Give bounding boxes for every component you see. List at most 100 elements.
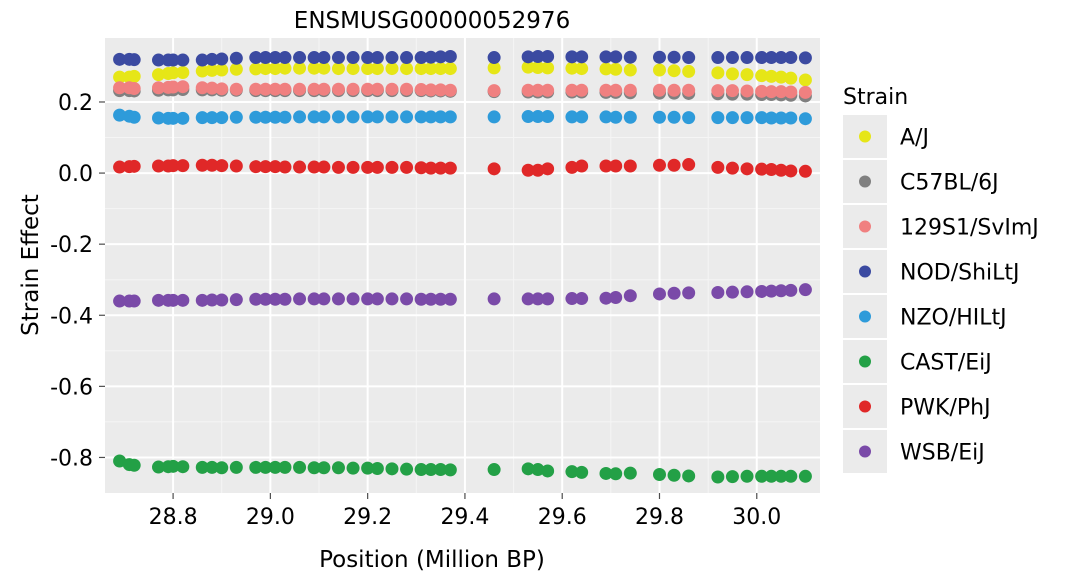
- point-wsb-eij: [725, 285, 739, 299]
- point-nod-shiltj: [229, 51, 243, 65]
- point-a-j: [575, 62, 589, 76]
- point-cast-eij: [317, 461, 331, 475]
- point-pwk-phj: [740, 162, 754, 176]
- point-a-j: [531, 61, 545, 75]
- point-nod-shiltj: [268, 51, 282, 65]
- point-cast-eij: [278, 460, 292, 474]
- point-a-j: [609, 62, 623, 76]
- point-nzo-hiltj: [346, 110, 360, 124]
- point-129s1-svimj: [798, 85, 812, 99]
- point-a-j: [443, 62, 457, 76]
- point-pwk-phj: [487, 162, 501, 176]
- point-wsb-eij: [575, 292, 589, 306]
- point-nod-shiltj: [361, 51, 375, 65]
- point-nzo-hiltj: [166, 111, 180, 125]
- point-129s1-svimj: [414, 83, 428, 97]
- point-wsb-eij: [667, 286, 681, 300]
- point-pwk-phj: [268, 160, 282, 174]
- y-tick-label: -0.6: [50, 375, 93, 400]
- point-nzo-hiltj: [764, 111, 778, 125]
- point-nod-shiltj: [798, 51, 812, 65]
- point-wsb-eij: [443, 292, 457, 306]
- point-wsb-eij: [541, 292, 555, 306]
- point-wsb-eij: [268, 292, 282, 306]
- point-a-j: [424, 62, 438, 76]
- legend-swatch-nzo-hiltj: [859, 310, 871, 323]
- point-cast-eij: [667, 468, 681, 482]
- point-nzo-hiltj: [774, 111, 788, 125]
- point-nzo-hiltj: [531, 110, 545, 124]
- point-129s1-svimj: [166, 80, 180, 94]
- plot-panel: [105, 38, 820, 493]
- point-wsb-eij: [711, 286, 725, 300]
- point-wsb-eij: [609, 290, 623, 304]
- point-cast-eij: [370, 461, 384, 475]
- point-a-j: [152, 68, 166, 82]
- point-cast-eij: [443, 463, 457, 477]
- point-nod-shiltj: [331, 51, 345, 65]
- legend-swatch-a-j: [859, 130, 871, 143]
- point-cast-eij: [205, 460, 219, 474]
- point-129s1-svimj: [331, 82, 345, 96]
- point-nzo-hiltj: [195, 111, 209, 125]
- point-a-j: [195, 64, 209, 78]
- point-wsb-eij: [487, 292, 501, 306]
- point-nzo-hiltj: [278, 110, 292, 124]
- point-wsb-eij: [215, 293, 229, 307]
- point-pwk-phj: [166, 159, 180, 173]
- point-129s1-svimj: [307, 82, 321, 96]
- point-129s1-svimj: [195, 81, 209, 95]
- point-nzo-hiltj: [725, 111, 739, 125]
- point-a-j: [113, 70, 127, 84]
- point-wsb-eij: [740, 285, 754, 299]
- point-wsb-eij: [317, 292, 331, 306]
- point-129s1-svimj: [575, 83, 589, 97]
- point-nzo-hiltj: [443, 110, 457, 124]
- point-pwk-phj: [385, 160, 399, 174]
- point-129s1-svimj: [609, 83, 623, 97]
- point-a-j: [249, 62, 263, 76]
- x-tick-label: 29.4: [440, 505, 489, 530]
- point-cast-eij: [623, 466, 637, 480]
- point-129s1-svimj: [259, 82, 273, 96]
- point-cast-eij: [541, 464, 555, 478]
- point-pwk-phj: [370, 160, 384, 174]
- point-pwk-phj: [725, 161, 739, 175]
- point-129s1-svimj: [113, 81, 127, 95]
- point-pwk-phj: [541, 162, 555, 176]
- point-a-j: [229, 62, 243, 76]
- point-nzo-hiltj: [541, 110, 555, 124]
- point-a-j: [414, 62, 428, 76]
- point-cast-eij: [229, 460, 243, 474]
- legend-swatch-pwk-phj: [859, 400, 871, 413]
- point-nod-shiltj: [487, 51, 501, 65]
- point-pwk-phj: [400, 160, 414, 174]
- point-cast-eij: [599, 466, 613, 480]
- point-129s1-svimj: [740, 84, 754, 98]
- y-tick-label: 0.0: [58, 162, 93, 187]
- point-nzo-hiltj: [755, 111, 769, 125]
- point-nzo-hiltj: [400, 110, 414, 124]
- point-wsb-eij: [361, 292, 375, 306]
- point-wsb-eij: [229, 293, 243, 307]
- point-wsb-eij: [259, 292, 273, 306]
- point-a-j: [317, 61, 331, 75]
- point-nod-shiltj: [521, 50, 535, 64]
- x-tick-label: 29.8: [635, 505, 684, 530]
- point-nzo-hiltj: [565, 110, 579, 124]
- point-pwk-phj: [599, 159, 613, 173]
- point-pwk-phj: [229, 159, 243, 173]
- point-nod-shiltj: [152, 53, 166, 67]
- point-a-j: [346, 62, 360, 76]
- point-nzo-hiltj: [521, 110, 535, 124]
- point-129s1-svimj: [229, 82, 243, 96]
- point-nod-shiltj: [682, 51, 696, 65]
- point-a-j: [434, 62, 448, 76]
- point-pwk-phj: [755, 162, 769, 176]
- point-129s1-svimj: [370, 82, 384, 96]
- point-wsb-eij: [565, 292, 579, 306]
- point-pwk-phj: [565, 160, 579, 174]
- point-a-j: [307, 61, 321, 75]
- legend-label-cast-eij: CAST/EiJ: [900, 351, 992, 376]
